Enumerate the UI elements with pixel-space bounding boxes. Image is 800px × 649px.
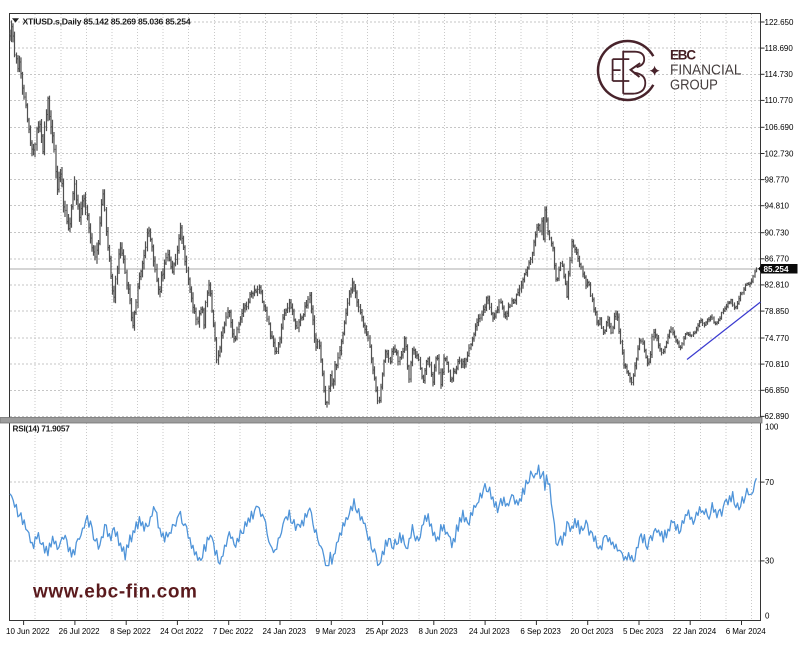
svg-text:5 Dec 2023: 5 Dec 2023 xyxy=(623,627,664,636)
svg-text:8 Sep 2022: 8 Sep 2022 xyxy=(110,627,151,636)
svg-text:106.690: 106.690 xyxy=(765,123,794,132)
svg-text:0: 0 xyxy=(765,612,770,621)
svg-text:22 Jan 2024: 22 Jan 2024 xyxy=(673,627,717,636)
svg-text:62.890: 62.890 xyxy=(765,412,790,421)
svg-text:FINANCIAL: FINANCIAL xyxy=(670,62,742,78)
svg-text:66.850: 66.850 xyxy=(765,386,790,395)
svg-text:30: 30 xyxy=(765,557,774,566)
svg-text:90.730: 90.730 xyxy=(765,229,790,238)
svg-text:94.810: 94.810 xyxy=(765,202,790,211)
svg-text:100: 100 xyxy=(765,423,779,432)
svg-text:122.650: 122.650 xyxy=(765,18,794,27)
svg-text:102.730: 102.730 xyxy=(765,149,794,158)
svg-text:7 Dec 2022: 7 Dec 2022 xyxy=(213,627,254,636)
svg-text:86.770: 86.770 xyxy=(765,255,790,264)
svg-text:74.770: 74.770 xyxy=(765,334,790,343)
svg-text:78.850: 78.850 xyxy=(765,307,790,316)
svg-text:98.770: 98.770 xyxy=(765,175,790,184)
svg-text:70.810: 70.810 xyxy=(765,360,790,369)
svg-text:20 Oct 2023: 20 Oct 2023 xyxy=(570,627,614,636)
svg-text:6 Sep 2023: 6 Sep 2023 xyxy=(520,627,561,636)
svg-text:26 Jul 2022: 26 Jul 2022 xyxy=(59,627,100,636)
svg-text:6 Mar 2024: 6 Mar 2024 xyxy=(726,627,767,636)
svg-text:24 Jul 2023: 24 Jul 2023 xyxy=(469,627,510,636)
svg-text:24 Oct 2022: 24 Oct 2022 xyxy=(160,627,204,636)
svg-text:70: 70 xyxy=(765,478,774,487)
svg-text:XTIUSD.s,Daily 85.142 85.269: XTIUSD.s,Daily 85.142 85.269 85.036 85.2… xyxy=(23,16,191,26)
svg-text:110.770: 110.770 xyxy=(765,96,794,105)
svg-text:118.690: 118.690 xyxy=(765,44,794,53)
svg-text:www.ebc-fin.com: www.ebc-fin.com xyxy=(32,582,198,603)
svg-text:114.730: 114.730 xyxy=(765,70,794,79)
svg-text:EBC: EBC xyxy=(670,48,696,63)
svg-text:82.810: 82.810 xyxy=(765,281,790,290)
svg-text:24 Jan 2023: 24 Jan 2023 xyxy=(262,627,306,636)
svg-text:GROUP: GROUP xyxy=(670,77,718,93)
svg-text:10 Jun 2022: 10 Jun 2022 xyxy=(6,627,50,636)
svg-text:RSI(14) 71.9057: RSI(14) 71.9057 xyxy=(13,424,71,433)
svg-text:8 Jun 2023: 8 Jun 2023 xyxy=(418,627,458,636)
svg-text:25 Apr 2023: 25 Apr 2023 xyxy=(365,627,408,636)
svg-text:9 Mar 2023: 9 Mar 2023 xyxy=(316,627,357,636)
svg-text:85.254: 85.254 xyxy=(764,265,789,274)
